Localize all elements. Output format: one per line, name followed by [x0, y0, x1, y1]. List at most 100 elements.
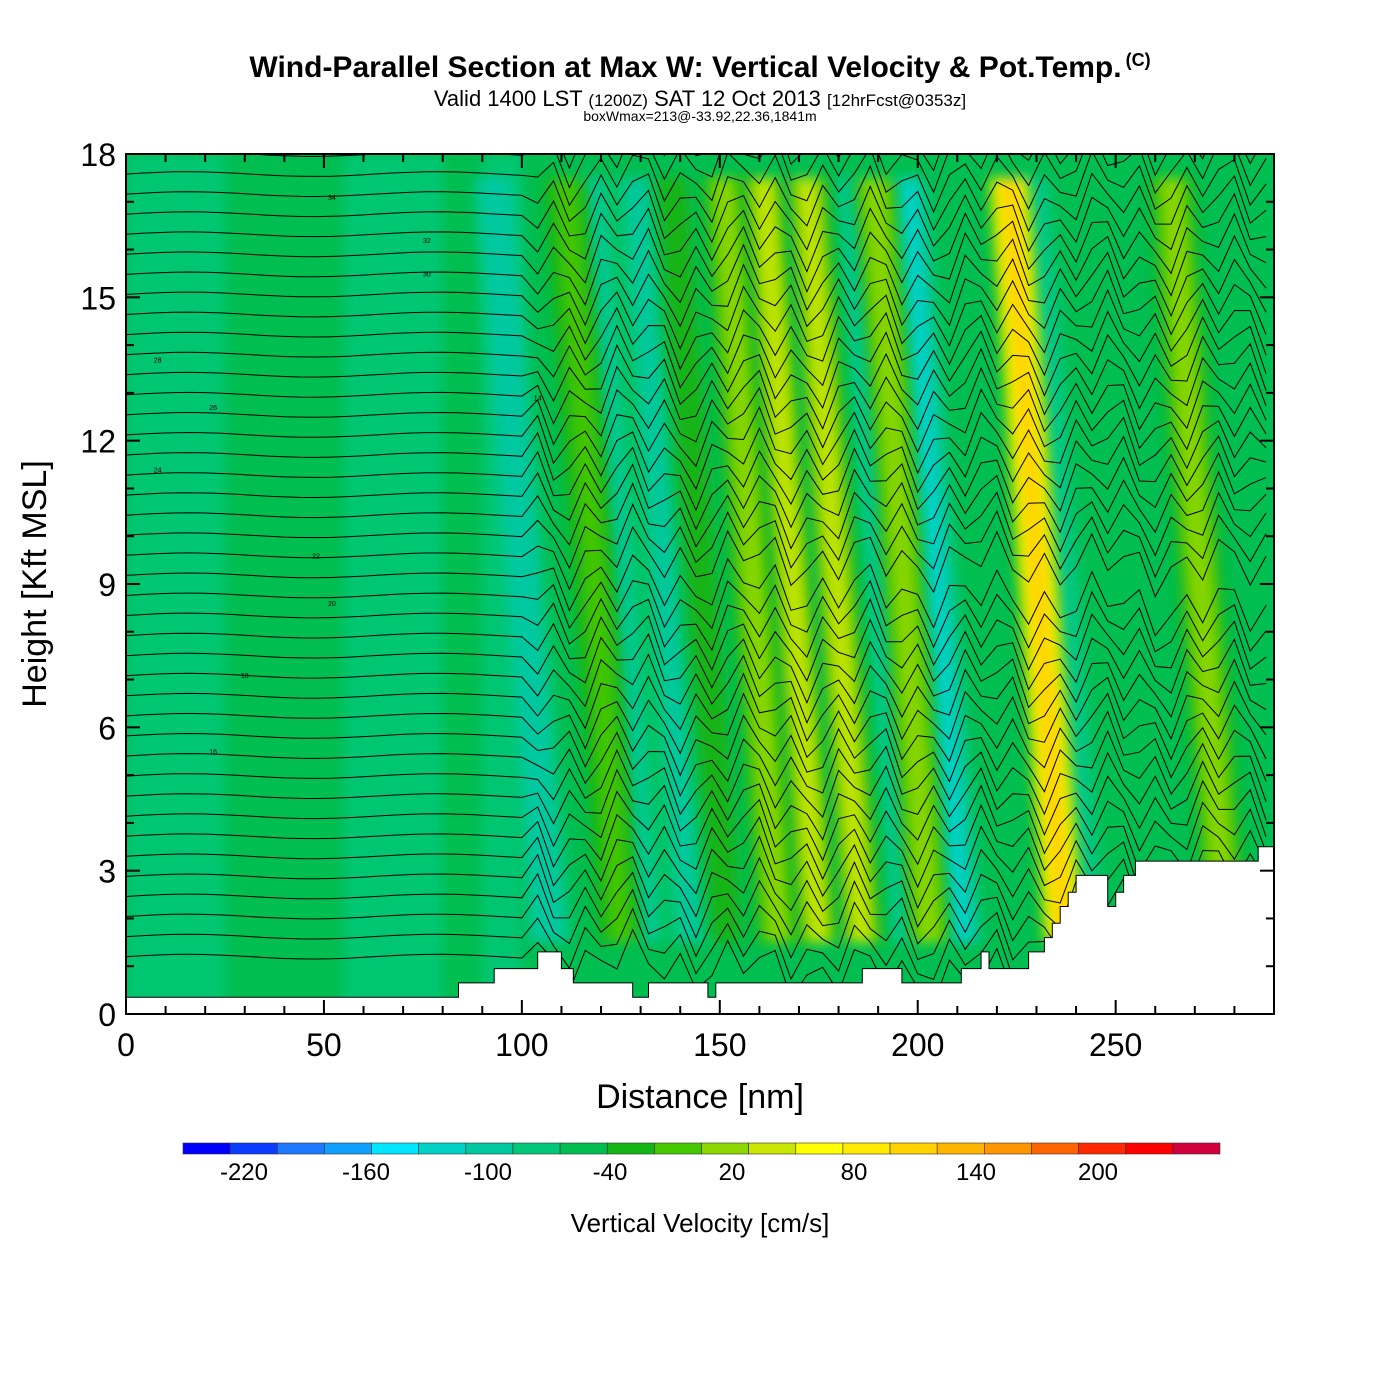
colorbar-label: -160 [342, 1159, 390, 1186]
updraft-level-2 [864, 177, 940, 943]
colorbar-swatch [936, 1142, 985, 1155]
colorbar-label: 140 [956, 1159, 996, 1186]
downdraft-2 [614, 177, 715, 943]
colorbar-label: 200 [1078, 1159, 1118, 1186]
x-tick-label: 100 [495, 1027, 548, 1063]
contour-label: 34 [328, 195, 336, 202]
chart-title-text: Wind-Parallel Section at Max W: Vertical… [249, 51, 1122, 84]
isentrope [126, 463, 1267, 534]
updraft-level-2 [796, 177, 873, 943]
contour-label: 14 [534, 396, 542, 403]
isentrope [126, 653, 1267, 741]
x-tick-label: 0 [117, 1027, 135, 1063]
isentrope [126, 185, 1267, 253]
isentrope [126, 154, 1267, 214]
colorbar-swatch [229, 1142, 278, 1155]
forecast-info: [12hrFcst@0353z] [826, 91, 967, 110]
colorbar-swatch [512, 1142, 561, 1155]
colorbar-swatch [324, 1142, 372, 1155]
chart-title: Wind-Parallel Section at Max W: Vertical… [0, 50, 1400, 85]
terrain [126, 846, 1274, 1014]
colorbar-swatch [465, 1142, 514, 1155]
y-tick-label: 0 [98, 997, 116, 1033]
colorbar-swatch [984, 1142, 1032, 1155]
updraft-level-2 [998, 177, 1075, 943]
isentrope [126, 672, 1267, 761]
isentrope [126, 243, 1267, 318]
isentrope [126, 554, 1267, 637]
copyright-mark: (C) [1125, 50, 1151, 70]
x-tick-label: 250 [1089, 1027, 1142, 1063]
isentrope [126, 285, 1267, 356]
colorbar-swatch [606, 1142, 655, 1155]
valid-prefix: Valid 1400 LST [433, 86, 583, 111]
isentrope [126, 482, 1267, 557]
isentrope [126, 225, 1267, 297]
isentrope [126, 835, 1267, 914]
colorbar-label: -220 [220, 1159, 268, 1186]
contour-label: 22 [312, 553, 320, 560]
isentrope [126, 633, 1267, 718]
updraft-4 [784, 177, 885, 943]
isentrope [126, 324, 1267, 397]
isentrope [126, 714, 1267, 802]
y-tick-label: 6 [98, 710, 116, 746]
colorbar-swatch [418, 1142, 467, 1155]
isentrope [126, 597, 1267, 671]
isentrope [126, 813, 1267, 895]
colorbar-label: 80 [841, 1159, 868, 1186]
downdraft-level-2 [484, 177, 560, 943]
box-wmax: boxWmax=213@-33.92,22.36,1841m [583, 108, 817, 124]
y-tick-label: 18 [80, 137, 116, 173]
colorbar-swatch [1031, 1142, 1079, 1155]
isentrope [562, 154, 1256, 177]
valid-date: SAT 12 Oct 2013 [654, 86, 821, 111]
colorbar-title: Vertical Velocity [cm/s] [571, 1208, 830, 1238]
x-tick-label: 50 [306, 1027, 342, 1063]
plot-area: 34 32 30 28 26 24 22 20 18 16 14 [126, 154, 1274, 1014]
y-tick-label: 12 [80, 424, 116, 460]
isentrope [126, 579, 1267, 653]
isentrope [126, 525, 1267, 598]
colorbar-swatch [371, 1142, 419, 1155]
isentrope [126, 692, 1267, 782]
y-axis-title: Height [Kft MSL] [16, 460, 54, 708]
colorbar-swatch [1172, 1142, 1221, 1155]
updraft-level-2 [1161, 177, 1237, 943]
colorbar-swatch [182, 1142, 231, 1155]
x-tick-label: 200 [891, 1027, 944, 1063]
isentrope [126, 386, 1267, 454]
colorbar-swatch [842, 1142, 891, 1155]
isentrope [126, 154, 1267, 195]
colorbar-swatch [1078, 1142, 1127, 1155]
contour-label: 32 [423, 238, 431, 245]
isentrope [126, 768, 1267, 855]
contour-label: 16 [209, 749, 217, 756]
y-tick-label: 15 [80, 280, 116, 316]
axes: 0 50 100 150 200 250 0 3 6 9 12 15 18 [80, 137, 1275, 1063]
colorbar-label: -100 [464, 1159, 512, 1186]
colorbar-swatch [654, 1142, 702, 1155]
isentrope [126, 344, 1267, 416]
colorbar-swatch [748, 1142, 797, 1155]
isentrope [126, 263, 1267, 336]
contour-label: 24 [154, 467, 162, 474]
colorbar-swatch [276, 1142, 325, 1155]
isentrope [126, 306, 1267, 377]
isentrope [126, 164, 1267, 233]
x-axis-title: Distance [nm] [596, 1078, 804, 1116]
updraft-7 [1149, 177, 1249, 943]
updraft-level-2 [555, 177, 631, 943]
colorbar-swatch [889, 1142, 938, 1155]
isentrope [126, 748, 1267, 838]
valid-utc: (1200Z) [588, 91, 648, 110]
weak-band-1 [343, 154, 443, 1014]
colorbar-swatch [559, 1142, 608, 1155]
isentrope [126, 731, 1267, 821]
downdraft-0 [472, 177, 572, 943]
contour-label: 28 [154, 357, 162, 364]
colorbar-label: 20 [719, 1159, 746, 1186]
y-tick-label: 3 [98, 854, 116, 890]
contour-label: 18 [241, 673, 249, 680]
